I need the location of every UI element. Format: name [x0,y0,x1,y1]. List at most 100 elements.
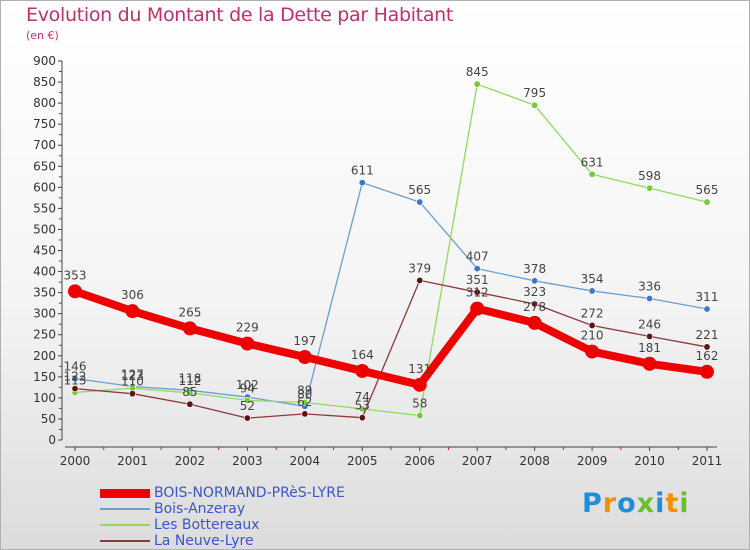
data-label: 611 [351,164,374,178]
data-point [71,385,79,393]
y-tick-label: 300 [33,307,56,321]
y-tick-label: 400 [33,265,56,279]
data-label: 631 [581,155,604,169]
data-label: 94 [240,381,255,395]
data-point [243,414,251,422]
data-point [416,276,424,284]
brand-letter: t [665,488,680,519]
brand-letter: x [636,488,656,519]
data-point [646,295,654,303]
legend-label: Bois-Anzeray [154,501,246,517]
data-point [355,363,370,378]
data-label: 127 [121,368,144,382]
data-label: 598 [638,169,661,183]
data-label: 118 [178,371,201,385]
series-line [74,83,708,417]
y-tick-label: 650 [33,159,56,173]
x-tick-label: 2011 [692,454,723,468]
data-point [588,321,596,329]
y-tick-label: 100 [33,391,56,405]
data-label: 210 [581,329,604,343]
data-label: 53 [355,399,370,413]
data-point [71,375,79,383]
data-point [68,284,82,299]
data-label: 323 [523,285,546,299]
data-label: 80 [297,387,312,401]
data-label: 164 [351,348,374,362]
y-tick-label: 900 [33,54,56,68]
data-point [700,364,714,379]
data-label: 110 [121,375,144,389]
y-tick-label: 50 [41,412,56,426]
data-label: 565 [408,183,431,197]
data-point [470,301,485,316]
data-label: 378 [523,262,546,276]
y-tick-label: 550 [33,201,56,215]
y-tick-label: 0 [48,433,56,447]
x-tick-label: 2007 [462,454,493,468]
x-tick-label: 2003 [232,454,263,468]
data-label: 74 [355,390,370,404]
data-point [588,287,596,295]
data-label: 353 [64,268,87,282]
y-tick-label: 500 [33,222,56,236]
data-point [646,184,654,192]
y-tick-label: 850 [33,75,56,89]
legend-swatch [100,488,150,498]
chart-title: Evolution du Montant de la Dette par Hab… [26,4,454,26]
data-label: 123 [121,369,144,383]
data-point [125,304,140,319]
x-tick-label: 2000 [60,454,91,468]
data-label: 246 [638,317,661,331]
data-label: 272 [581,306,604,320]
data-label: 278 [523,300,546,314]
data-label: 85 [182,385,197,399]
legend-label: La Neuve-Lyre [154,533,254,549]
brand-letter: P [582,488,603,519]
legend-label: BOIS-NORMAND-PRèS-LYRE [154,485,345,501]
brand-letter: i [655,488,666,519]
data-label: 131 [408,362,431,376]
x-tick-label: 2009 [577,454,608,468]
y-tick-label: 800 [33,96,56,110]
data-point [358,414,366,422]
data-label: 407 [466,250,489,264]
data-label: 229 [236,321,259,335]
data-label: 89 [297,384,312,398]
data-point [703,343,711,351]
y-tick-label: 700 [33,138,56,152]
data-point [416,412,424,420]
y-tick-label: 600 [33,180,56,194]
data-label: 265 [178,305,201,319]
data-point [703,198,711,206]
data-label: 112 [178,374,201,388]
y-tick-label: 250 [33,328,56,342]
data-label: 336 [638,280,661,294]
legend-swatch [100,540,150,542]
x-tick-label: 2006 [404,454,435,468]
data-point [473,265,481,273]
data-point [297,350,312,365]
data-label: 146 [64,360,87,374]
data-point [703,305,711,313]
data-point [527,315,542,330]
data-point [473,80,481,88]
data-label: 197 [293,334,316,348]
data-point [531,101,539,109]
data-point [186,400,194,408]
data-label: 181 [638,341,661,355]
data-label: 221 [696,328,719,342]
data-label: 565 [696,183,719,197]
data-point [588,170,596,178]
data-point [585,344,600,359]
data-point [128,390,136,398]
data-point [301,410,309,418]
legend-swatch [100,524,150,526]
data-label: 379 [408,261,431,275]
legend-label: Les Bottereaux [154,517,260,533]
x-tick-label: 2008 [519,454,550,468]
data-label: 62 [297,395,312,409]
data-label: 354 [581,272,604,286]
data-label: 52 [240,399,255,413]
